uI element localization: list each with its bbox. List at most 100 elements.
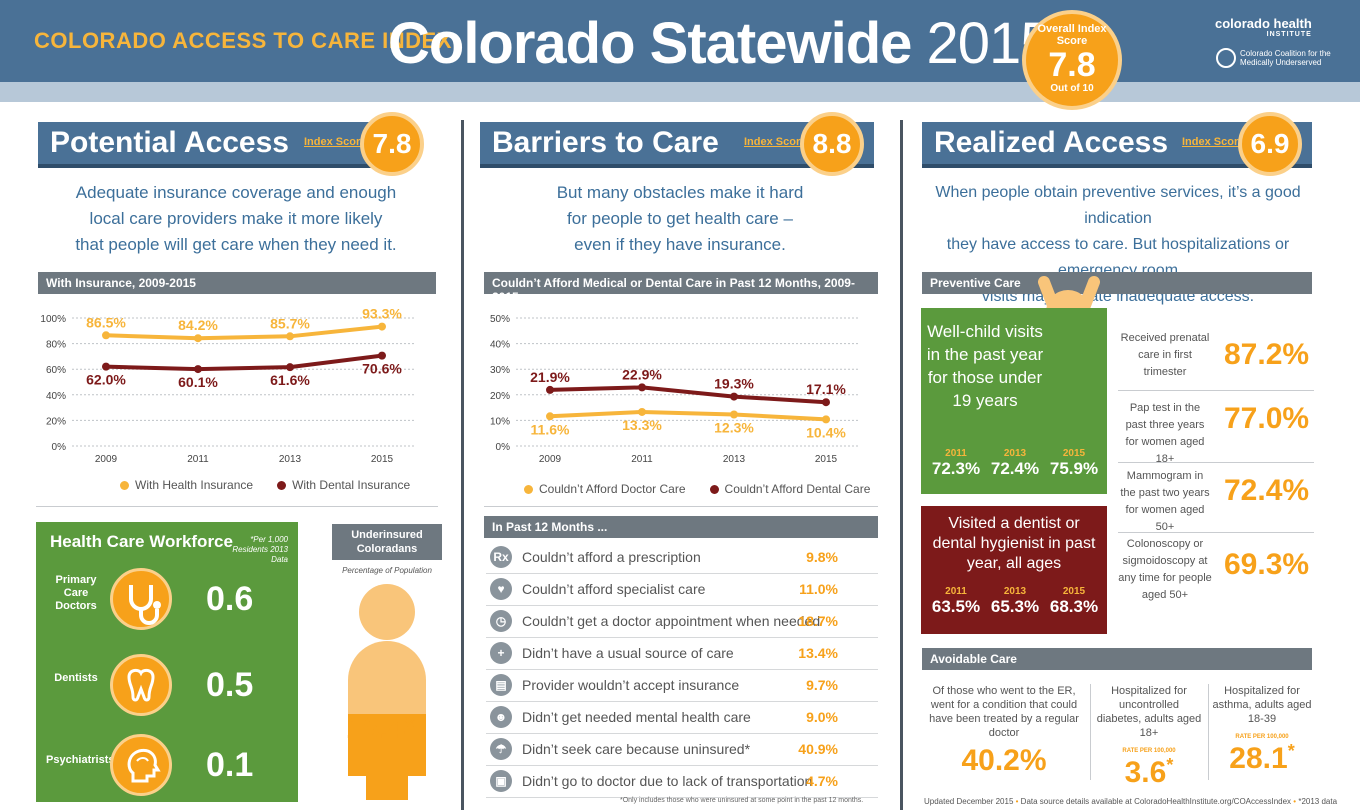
overall-label: Overall Index Score [1037, 23, 1107, 47]
footer-updated: Updated December 2015 [924, 797, 1014, 806]
barrier-row: ◷ Couldn’t get a doctor appointment when … [486, 606, 878, 638]
x-tick-label: 2009 [539, 454, 562, 465]
workforce-value: 0.5 [206, 666, 254, 704]
row-rule [1118, 390, 1314, 391]
avoidable-value: 28.1* [1212, 742, 1312, 774]
avoidable-star: * [1166, 755, 1174, 775]
x-tick-label: 2015 [371, 454, 394, 465]
x-tick-label: 2013 [723, 454, 746, 465]
data-point [378, 351, 386, 360]
year-label: 2013 [1003, 448, 1027, 459]
ccmu-logo: Colorado Coalition for the Medically Und… [1216, 48, 1336, 68]
barrier-value: 13.4% [798, 645, 838, 661]
dentist-years: 2011 63.5% 2013 65.3% 2015 68.3% [927, 586, 1103, 617]
legend-dental-care: Couldn’t Afford Dental Care [709, 482, 870, 496]
y-tick-label: 0% [52, 442, 67, 453]
preventive-value: 72.4% [1224, 474, 1310, 507]
barrier-row: ☂ Didn’t seek care because uninsured* 40.9… [486, 734, 878, 766]
data-label: 93.3% [362, 306, 402, 322]
avoidable-rate-label: RATE PER 100,000 [1122, 748, 1176, 754]
series-line [549, 409, 827, 422]
legend-health: With Health Insurance [120, 478, 253, 492]
barrier-icon: ♥ [490, 578, 512, 600]
workforce-title: Health Care Workforce [50, 532, 233, 551]
data-point [102, 362, 110, 371]
data-point [730, 392, 738, 401]
underinsured-subtitle: Percentage of Population [342, 566, 432, 575]
barrier-text: Provider wouldn’t accept insurance [522, 677, 740, 693]
data-label: 85.7% [270, 315, 310, 331]
footer-source: Data source details available at Colorad… [1020, 797, 1292, 806]
year-value: 65.3% [990, 597, 1040, 616]
data-point [102, 331, 110, 340]
column-rule [1208, 684, 1209, 780]
chi-logo-text: colorado health [1215, 16, 1312, 31]
legend-doctor: Couldn’t Afford Doctor Care [524, 482, 686, 496]
workforce-note: *Per 1,000 Residents 2013 Data [232, 535, 288, 564]
insurance-legend: With Health Insurance With Dental Insura… [120, 478, 410, 492]
footer-note: Updated December 2015 • Data source deta… [924, 797, 1338, 806]
barriers-intro: But many obstacles make it hard for peop… [480, 180, 880, 258]
preventive-header: Preventive Care [922, 272, 1312, 294]
intro-line: for people to get health care – [567, 209, 793, 228]
data-label: 61.6% [270, 372, 310, 388]
data-point [822, 415, 830, 424]
realized-index-label: Index Score [1182, 136, 1245, 148]
year-label: 2015 [1062, 586, 1086, 597]
barrier-icon: Rx [490, 546, 512, 568]
avoidable-er: Of those who went to the ER, went for a … [926, 684, 1082, 776]
avoidable-value: 3.6* [1096, 755, 1202, 788]
data-label: 17.1% [806, 381, 846, 397]
year-value: 63.5% [931, 597, 981, 616]
year-cell: 2015 75.9% [1045, 448, 1103, 479]
underinsured-number: 16.4 [346, 712, 405, 745]
barrier-row: ▤ Provider wouldn’t accept insurance 9.7% [486, 670, 878, 702]
data-label: 84.2% [178, 317, 218, 333]
barriers-index-label: Index Score [744, 136, 807, 148]
avoidable-label: Of those who went to the ER, went for a … [929, 685, 1079, 739]
year-label: 2011 [945, 586, 967, 597]
stethoscope-icon [110, 568, 172, 630]
avoidable-number: 3.6 [1124, 756, 1167, 789]
data-point [546, 412, 554, 421]
data-label: 86.5% [86, 314, 126, 330]
barrier-row: Rx Couldn’t afford a prescription 9.8% [486, 542, 878, 574]
workforce-value: 0.6 [206, 580, 254, 618]
y-tick-label: 40% [46, 391, 66, 402]
preventive-label: Mammogram in the past two years for wome… [1120, 470, 1210, 533]
data-label: 13.3% [622, 417, 662, 433]
overall-value: 7.8 [1048, 46, 1096, 84]
divider-right [900, 120, 903, 810]
avoidable-value: 40.2% [926, 746, 1082, 776]
preventive-value: 69.3% [1224, 548, 1310, 581]
data-point [286, 363, 294, 372]
year-cell: 2011 63.5% [927, 586, 985, 617]
data-point [638, 407, 646, 416]
x-tick-label: 2009 [95, 454, 118, 465]
section-rule [484, 506, 878, 507]
afford-chart-header: Couldn’t Afford Medical or Dental Care i… [484, 272, 878, 304]
head-brain-icon [110, 734, 172, 796]
data-point [638, 383, 646, 392]
potential-index-score: 7.8 [360, 112, 424, 176]
data-label: 70.6% [362, 361, 402, 377]
title-text: Colorado Statewide [388, 11, 912, 76]
legend-dot [277, 480, 287, 490]
barrier-value: 9.8% [806, 549, 838, 565]
x-tick-label: 2015 [815, 454, 838, 465]
y-tick-label: 60% [46, 365, 66, 376]
avoidable-diabetes: Hospitalized for uncontrolled diabetes, … [1096, 684, 1202, 788]
barrier-text: Didn’t go to doctor due to lack of trans… [522, 773, 813, 789]
workforce-row-primary: Primary Care Doctors 0.6 [36, 564, 298, 634]
year-value: 72.3% [931, 459, 981, 478]
barrier-icon: ☂ [490, 738, 512, 760]
data-point [286, 332, 294, 341]
underinsured-unit: % [404, 714, 419, 731]
page-title: Colorado Statewide 2015 [388, 10, 1053, 77]
section-rule [36, 506, 438, 507]
barrier-row: + Didn’t have a usual source of care 13.4% [486, 638, 878, 670]
legend-label: Couldn’t Afford Doctor Care [539, 482, 686, 496]
year-value: 68.3% [1049, 597, 1099, 616]
header-bar: COLORADO ACCESS TO CARE INDEX Colorado S… [0, 0, 1360, 82]
series-line [105, 353, 383, 372]
